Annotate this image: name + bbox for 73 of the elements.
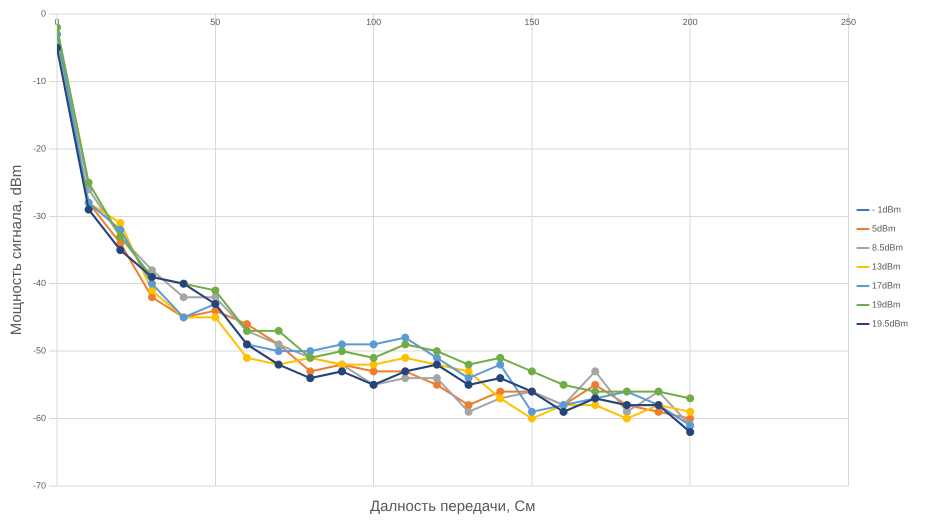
point (274, 326, 283, 335)
point (496, 354, 504, 362)
point (432, 347, 441, 356)
legend-label: 17dBm (872, 280, 901, 290)
x-tick-label: 200 (682, 16, 698, 27)
y-tick-label: -20 (32, 143, 46, 154)
point (432, 374, 441, 382)
point (432, 354, 441, 362)
point (591, 380, 600, 389)
y-axis-title: Мощность сигнала, dBm (8, 164, 26, 336)
point (370, 354, 378, 362)
point (274, 347, 283, 356)
y-tick-label: -30 (32, 210, 46, 221)
point (686, 394, 694, 402)
point (211, 313, 220, 322)
point (464, 367, 473, 376)
point (432, 380, 441, 389)
x-tick-label: 150 (524, 16, 540, 27)
point (338, 340, 346, 348)
point (528, 367, 536, 376)
point (306, 347, 314, 356)
y-tick-label: -60 (32, 413, 46, 424)
legend-label: 5dBm (872, 223, 896, 234)
legend-label: 8.5dBm (872, 242, 904, 252)
point (116, 219, 124, 228)
point (370, 340, 378, 348)
point (370, 367, 378, 376)
point (401, 334, 410, 342)
point (686, 408, 694, 416)
point (180, 293, 188, 302)
legend-label: 19dBm (872, 299, 901, 310)
y-tick-label: -40 (32, 278, 46, 288)
point (528, 408, 536, 416)
point (496, 388, 504, 396)
point (148, 293, 156, 302)
point (496, 360, 504, 369)
point (401, 354, 410, 362)
x-axis-title: Далность передачи, См (370, 498, 536, 516)
point (242, 320, 251, 328)
point (84, 178, 93, 187)
point (148, 280, 156, 288)
point (338, 347, 346, 356)
point (464, 401, 473, 410)
x-tick-label: 100 (366, 16, 382, 27)
point (306, 367, 314, 376)
y-tick-label: -50 (32, 346, 46, 356)
point (148, 286, 156, 294)
point (401, 340, 410, 348)
point (686, 414, 694, 423)
legend-label: 19.5dBm (872, 318, 908, 328)
x-tick-label: 250 (840, 16, 856, 27)
point (591, 367, 600, 376)
y-tick-label: -70 (32, 480, 46, 490)
point (370, 360, 378, 369)
y-tick-label: 0 (40, 8, 46, 18)
point (622, 408, 631, 416)
legend-label: - 1dBm (872, 204, 901, 214)
point (591, 401, 600, 410)
point (401, 374, 410, 382)
point (242, 354, 251, 362)
y-tick-label: -10 (32, 76, 46, 86)
point (464, 360, 473, 369)
point (211, 286, 220, 294)
x-tick-label: 50 (210, 16, 220, 27)
point (528, 414, 536, 423)
point (622, 414, 631, 423)
point (654, 408, 663, 416)
point (464, 408, 473, 416)
point (591, 388, 600, 396)
point (560, 380, 568, 389)
legend-label: 13dBm (872, 261, 901, 272)
point (148, 266, 156, 274)
point (464, 374, 473, 382)
